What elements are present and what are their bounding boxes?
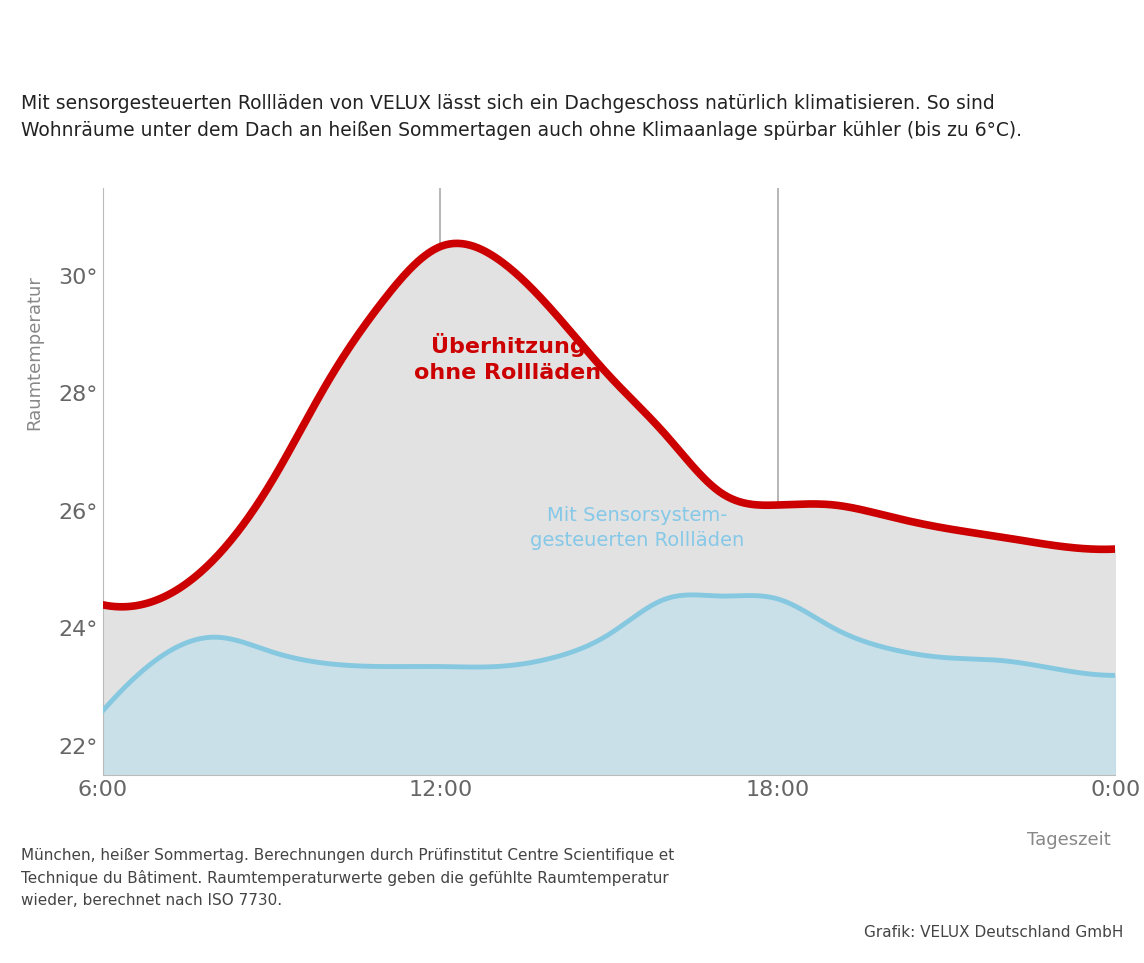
Text: München, heißer Sommertag. Berechnungen durch Prüfinstitut Centre Scientifique e: München, heißer Sommertag. Berechnungen …	[21, 847, 674, 907]
Text: VELUX Sensorsystem Sonnenschutz: VELUX Sensorsystem Sonnenschutz	[21, 23, 777, 59]
Text: Grafik: VELUX Deutschland GmbH: Grafik: VELUX Deutschland GmbH	[864, 925, 1123, 941]
Text: Mit Sensorsystem-
gesteuerten Rollläden: Mit Sensorsystem- gesteuerten Rollläden	[530, 507, 745, 551]
Text: Überhitzung
ohne Rollläden: Überhitzung ohne Rollläden	[414, 333, 602, 383]
Text: Mit sensorgesteuerten Rollläden von VELUX lässt sich ein Dachgeschoss natürlich : Mit sensorgesteuerten Rollläden von VELU…	[21, 94, 1022, 141]
Text: Raumtemperatur: Raumtemperatur	[25, 274, 43, 429]
Text: Tageszeit: Tageszeit	[1026, 831, 1111, 849]
